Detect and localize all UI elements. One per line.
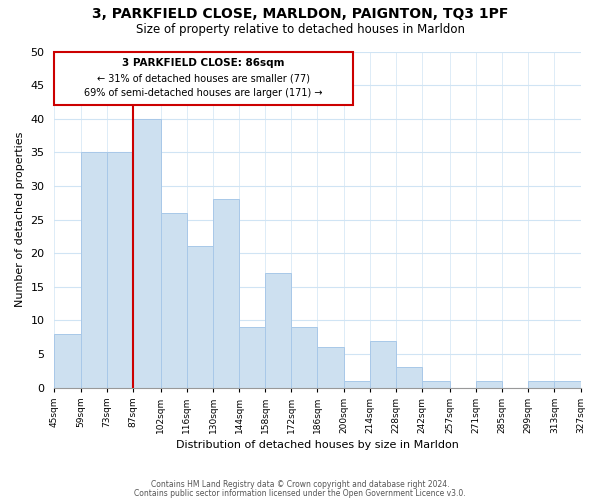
Bar (396, 368, 422, 388)
X-axis label: Distribution of detached houses by size in Marldon: Distribution of detached houses by size … (176, 440, 459, 450)
Text: 69% of semi-detached houses are larger (171) →: 69% of semi-detached houses are larger (… (85, 88, 323, 99)
Bar (133, 118, 161, 388)
Bar (239, 327, 265, 388)
Text: Contains HM Land Registry data © Crown copyright and database right 2024.: Contains HM Land Registry data © Crown c… (151, 480, 449, 489)
Bar (344, 381, 370, 388)
Bar (476, 381, 502, 388)
Bar (370, 340, 396, 388)
Text: Contains public sector information licensed under the Open Government Licence v3: Contains public sector information licen… (134, 488, 466, 498)
Y-axis label: Number of detached properties: Number of detached properties (15, 132, 25, 308)
Text: ← 31% of detached houses are smaller (77): ← 31% of detached houses are smaller (77… (97, 74, 310, 84)
Text: Size of property relative to detached houses in Marldon: Size of property relative to detached ho… (136, 22, 464, 36)
Text: 3, PARKFIELD CLOSE, MARLDON, PAIGNTON, TQ3 1PF: 3, PARKFIELD CLOSE, MARLDON, PAIGNTON, T… (92, 8, 508, 22)
Bar (265, 274, 292, 388)
Bar (317, 348, 344, 388)
Bar (554, 381, 581, 388)
Bar (55, 334, 80, 388)
Bar (161, 213, 187, 388)
Bar (422, 381, 450, 388)
Bar (213, 200, 239, 388)
Bar (292, 327, 317, 388)
Bar (528, 381, 554, 388)
Bar (187, 246, 213, 388)
Bar (80, 152, 107, 388)
FancyBboxPatch shape (55, 52, 353, 106)
Bar (107, 152, 133, 388)
Text: 3 PARKFIELD CLOSE: 86sqm: 3 PARKFIELD CLOSE: 86sqm (122, 58, 285, 68)
